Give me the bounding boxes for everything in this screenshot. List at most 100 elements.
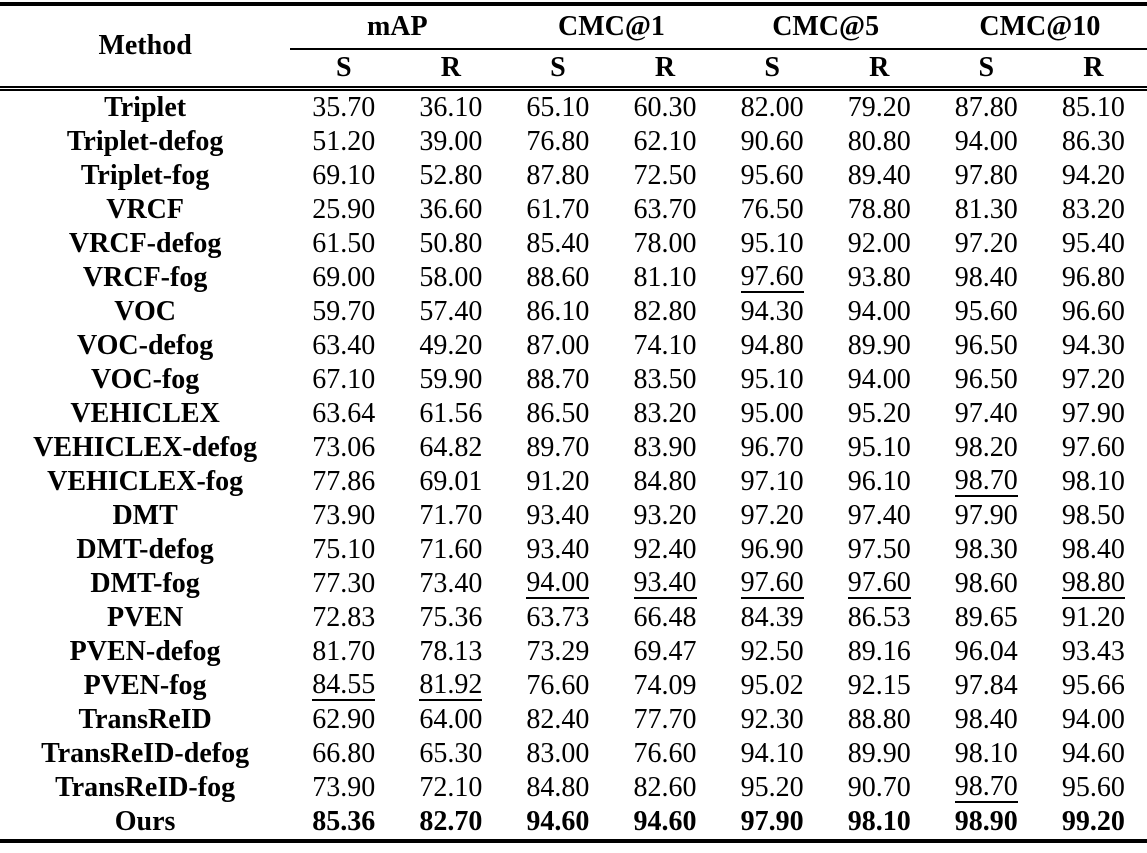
value-cell: 81.70 — [312, 636, 376, 667]
value-cell: 91.20 — [1061, 602, 1125, 633]
value-cell: 98.60 — [954, 568, 1018, 599]
table-row: PVEN 72.83 75.36 63.73 66.48 84.39 86.53 89.65 9… — [0, 601, 1147, 635]
underlined-value: 97.60 — [847, 566, 911, 600]
value-cell: 97.60 — [719, 261, 826, 295]
method-cell: VEHICLEX-fog — [47, 466, 244, 497]
underlined-value: 93.40 — [633, 566, 697, 600]
value-cell: 78.00 — [633, 228, 697, 259]
value-cell: 66.80 — [312, 738, 376, 769]
value-cell: 83.20 — [633, 398, 697, 429]
value-cell: 97.40 — [954, 398, 1018, 429]
value-cell: 76.60 — [526, 670, 590, 701]
table-row: DMT-fog 77.30 73.40 94.00 93.40 97.60 97.60 98.… — [0, 567, 1147, 601]
table-row: VRCF-defog 61.50 50.80 85.40 78.00 95.10 92.00… — [0, 227, 1147, 261]
value-cell: 84.39 — [740, 602, 804, 633]
value-cell: 96.80 — [1061, 262, 1125, 293]
value-cell: 89.70 — [526, 432, 590, 463]
value-cell: 88.70 — [526, 364, 590, 395]
table-row: TransReID-defog 66.80 65.30 83.00 76.60 94.10… — [0, 737, 1147, 771]
value-cell: 97.20 — [1061, 364, 1125, 395]
value-cell: 97.60 — [719, 567, 826, 601]
table-row: VRCF 25.90 36.60 61.70 63.70 76.50 78.80 81.30 8… — [0, 193, 1147, 227]
value-cell: 69.47 — [633, 636, 697, 667]
value-cell: 90.60 — [740, 126, 804, 157]
value-cell: 35.70 — [312, 92, 376, 123]
value-cell: 97.90 — [1061, 398, 1125, 429]
value-cell: 96.04 — [954, 636, 1018, 667]
value-cell: 83.90 — [633, 432, 697, 463]
value-cell: 97.20 — [740, 500, 804, 531]
underlined-value: 98.70 — [954, 464, 1018, 498]
table-row: Triplet-fog 69.10 52.80 87.80 72.50 95.60 89.4… — [0, 159, 1147, 193]
table-row: Ours 85.36 82.70 94.60 94.60 97.90 98.10 98.90 9… — [0, 805, 1147, 841]
value-cell: 74.10 — [633, 330, 697, 361]
value-cell: 94.60 — [1061, 738, 1125, 769]
value-cell: 97.90 — [954, 500, 1018, 531]
method-cell: DMT — [112, 500, 178, 531]
value-cell: 82.70 — [419, 806, 483, 837]
value-cell: 94.00 — [954, 126, 1018, 157]
value-cell: 59.70 — [312, 296, 376, 327]
table-row: VOC-defog 63.40 49.20 87.00 74.10 94.80 89.90 9… — [0, 329, 1147, 363]
value-cell: 73.40 — [419, 568, 483, 599]
value-cell: 98.10 — [1061, 466, 1125, 497]
value-cell: 84.80 — [526, 772, 590, 803]
subcol-header: S — [718, 49, 826, 91]
value-cell: 82.60 — [633, 772, 697, 803]
value-cell: 96.60 — [1061, 296, 1125, 327]
value-cell: 63.73 — [526, 602, 590, 633]
value-cell: 94.00 — [847, 296, 911, 327]
value-cell: 74.09 — [633, 670, 697, 701]
table-body: Triplet 35.70 36.10 65.10 60.30 82.00 79.20 87.… — [0, 89, 1147, 842]
value-cell: 63.64 — [312, 398, 376, 429]
value-cell: 93.80 — [847, 262, 911, 293]
value-cell: 75.10 — [312, 534, 376, 565]
value-cell: 84.80 — [633, 466, 697, 497]
value-cell: 98.70 — [933, 465, 1040, 499]
value-cell: 96.50 — [954, 330, 1018, 361]
value-cell: 87.00 — [526, 330, 590, 361]
value-cell: 94.20 — [1061, 160, 1125, 191]
value-cell: 50.80 — [419, 228, 483, 259]
value-cell: 82.80 — [633, 296, 697, 327]
value-cell: 95.02 — [740, 670, 804, 701]
value-cell: 94.00 — [504, 567, 611, 601]
table-row: DMT 73.90 71.70 93.40 93.20 97.20 97.40 97.90 98… — [0, 499, 1147, 533]
value-cell: 89.40 — [847, 160, 911, 191]
value-cell: 97.60 — [1061, 432, 1125, 463]
value-cell: 65.30 — [419, 738, 483, 769]
value-cell: 96.90 — [740, 534, 804, 565]
value-cell: 98.30 — [954, 534, 1018, 565]
value-cell: 72.83 — [312, 602, 376, 633]
value-cell: 82.40 — [526, 704, 590, 735]
value-cell: 63.40 — [312, 330, 376, 361]
value-cell: 96.10 — [847, 466, 911, 497]
value-cell: 77.86 — [312, 466, 376, 497]
value-cell: 76.80 — [526, 126, 590, 157]
value-cell: 75.36 — [419, 602, 483, 633]
value-cell: 63.70 — [633, 194, 697, 225]
value-cell: 79.20 — [847, 92, 911, 123]
table-row: VRCF-fog 69.00 58.00 88.60 81.10 97.60 93.80 98… — [0, 261, 1147, 295]
value-cell: 61.70 — [526, 194, 590, 225]
value-cell: 73.06 — [312, 432, 376, 463]
underlined-value: 97.60 — [740, 566, 804, 600]
value-cell: 97.20 — [954, 228, 1018, 259]
method-cell: VOC — [114, 296, 176, 327]
value-cell: 92.30 — [740, 704, 804, 735]
col-header-method: Method — [0, 4, 291, 91]
value-cell: 96.50 — [954, 364, 1018, 395]
underlined-value: 98.80 — [1061, 566, 1125, 600]
value-cell: 36.10 — [419, 92, 483, 123]
subcol-header: S — [290, 49, 398, 91]
value-cell: 93.20 — [633, 500, 697, 531]
value-cell: 83.20 — [1061, 194, 1125, 225]
table-row: VOC 59.70 57.40 86.10 82.80 94.30 94.00 95.60 96… — [0, 295, 1147, 329]
value-cell: 93.43 — [1061, 636, 1125, 667]
table-row: PVEN-defog 81.70 78.13 73.29 69.47 92.50 89.16… — [0, 635, 1147, 669]
value-cell: 39.00 — [419, 126, 483, 157]
table-row: VEHICLEX-fog 77.86 69.01 91.20 84.80 97.10 96.… — [0, 465, 1147, 499]
value-cell: 64.82 — [419, 432, 483, 463]
header-row-subcols: S R S R S R S R — [0, 49, 1147, 91]
